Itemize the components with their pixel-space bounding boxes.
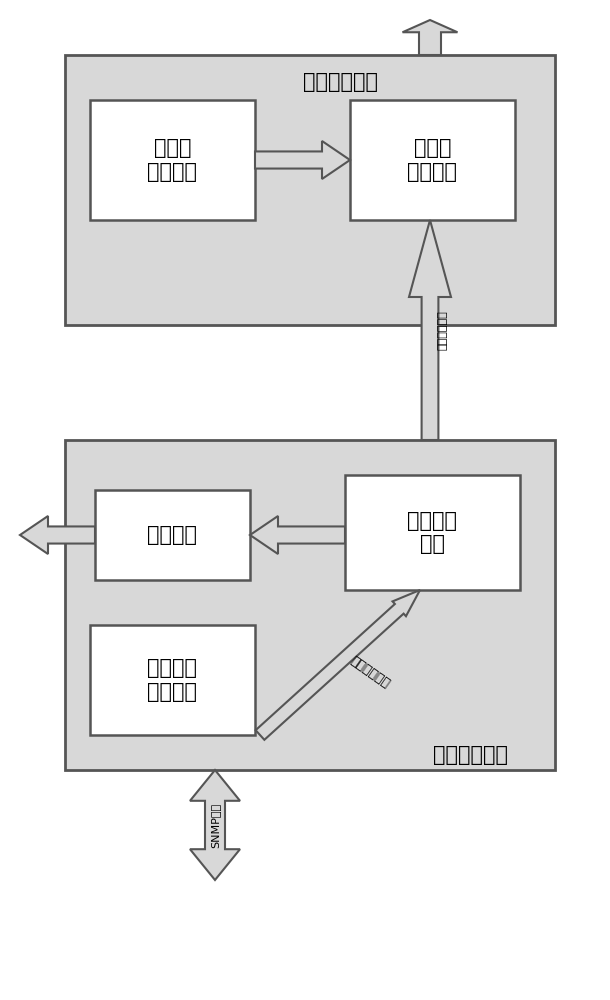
Bar	[350, 100, 515, 220]
Text: 设备温度
查询模块: 设备温度 查询模块	[148, 658, 198, 702]
Text: 红外线
学习模块: 红外线 学习模块	[148, 138, 198, 182]
Polygon shape	[20, 516, 95, 554]
Polygon shape	[255, 141, 350, 179]
Polygon shape	[409, 220, 451, 440]
Polygon shape	[256, 590, 420, 740]
Text: 空调控制选择: 空调控制选择	[438, 310, 448, 350]
Text: 红外线
发射模块: 红外线 发射模块	[407, 138, 458, 182]
Text: 设备管理模块: 设备管理模块	[348, 654, 392, 691]
Text: 告警模块: 告警模块	[148, 525, 198, 545]
Text: 空调控制模块: 空调控制模块	[303, 72, 378, 92]
Bar	[90, 625, 255, 735]
Text: 核心控制
模块: 核心控制 模块	[407, 511, 458, 554]
Text: SNMP协议: SNMP协议	[210, 802, 220, 848]
Bar	[65, 440, 555, 770]
Polygon shape	[250, 516, 345, 554]
Polygon shape	[190, 770, 240, 880]
Bar	[65, 55, 555, 325]
Bar	[95, 490, 250, 580]
Polygon shape	[403, 20, 458, 55]
Bar	[90, 100, 255, 220]
Text: 设备管理模块: 设备管理模块	[432, 745, 508, 765]
Bar	[345, 475, 520, 590]
